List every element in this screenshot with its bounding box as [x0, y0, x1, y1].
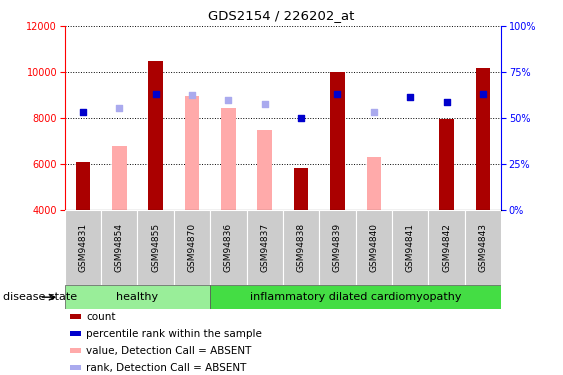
Bar — [210, 210, 247, 285]
Bar — [294, 168, 309, 210]
Bar — [428, 210, 464, 285]
Point — [369, 110, 378, 116]
Text: GSM94837: GSM94837 — [260, 223, 269, 272]
Text: GSM94843: GSM94843 — [479, 223, 488, 272]
Bar — [65, 285, 210, 309]
Point — [187, 92, 196, 98]
Text: GSM94838: GSM94838 — [297, 223, 306, 272]
Bar — [476, 68, 490, 210]
Point — [78, 110, 87, 116]
Text: GSM94842: GSM94842 — [442, 223, 451, 272]
Bar — [283, 210, 319, 285]
Text: GDS2154 / 226202_at: GDS2154 / 226202_at — [208, 9, 355, 22]
Text: GSM94840: GSM94840 — [369, 223, 378, 272]
Text: disease state: disease state — [3, 292, 77, 302]
Bar — [65, 210, 101, 285]
Text: GSM94839: GSM94839 — [333, 223, 342, 272]
Text: GSM94836: GSM94836 — [224, 223, 233, 272]
Bar — [210, 285, 501, 309]
Text: GSM94841: GSM94841 — [406, 223, 415, 272]
Text: GSM94870: GSM94870 — [187, 223, 196, 272]
Text: GSM94831: GSM94831 — [78, 223, 87, 272]
Bar — [75, 162, 90, 210]
Text: healthy: healthy — [117, 292, 159, 302]
Bar — [112, 146, 127, 210]
Point — [151, 91, 160, 97]
Bar — [330, 72, 345, 210]
Text: GSM94854: GSM94854 — [115, 223, 124, 272]
Text: inflammatory dilated cardiomyopathy: inflammatory dilated cardiomyopathy — [250, 292, 461, 302]
Bar — [356, 210, 392, 285]
Bar — [101, 210, 137, 285]
Bar — [257, 130, 272, 210]
Bar — [185, 96, 199, 210]
Bar — [149, 61, 163, 210]
Bar — [247, 210, 283, 285]
Bar — [392, 210, 428, 285]
Point — [479, 91, 488, 97]
Point — [224, 97, 233, 103]
Point — [406, 94, 415, 100]
Point — [297, 115, 306, 121]
Point — [333, 91, 342, 97]
Bar — [174, 210, 210, 285]
Text: count: count — [86, 312, 115, 322]
Text: GSM94855: GSM94855 — [151, 223, 160, 272]
Bar — [319, 210, 356, 285]
Point — [260, 101, 269, 107]
Text: percentile rank within the sample: percentile rank within the sample — [86, 329, 262, 339]
Text: value, Detection Call = ABSENT: value, Detection Call = ABSENT — [86, 346, 252, 355]
Text: rank, Detection Call = ABSENT: rank, Detection Call = ABSENT — [86, 363, 247, 372]
Point — [115, 105, 124, 111]
Point — [442, 99, 451, 105]
Bar — [439, 119, 454, 210]
Bar — [367, 157, 381, 210]
Bar — [137, 210, 174, 285]
Bar — [221, 108, 236, 210]
Bar — [464, 210, 501, 285]
